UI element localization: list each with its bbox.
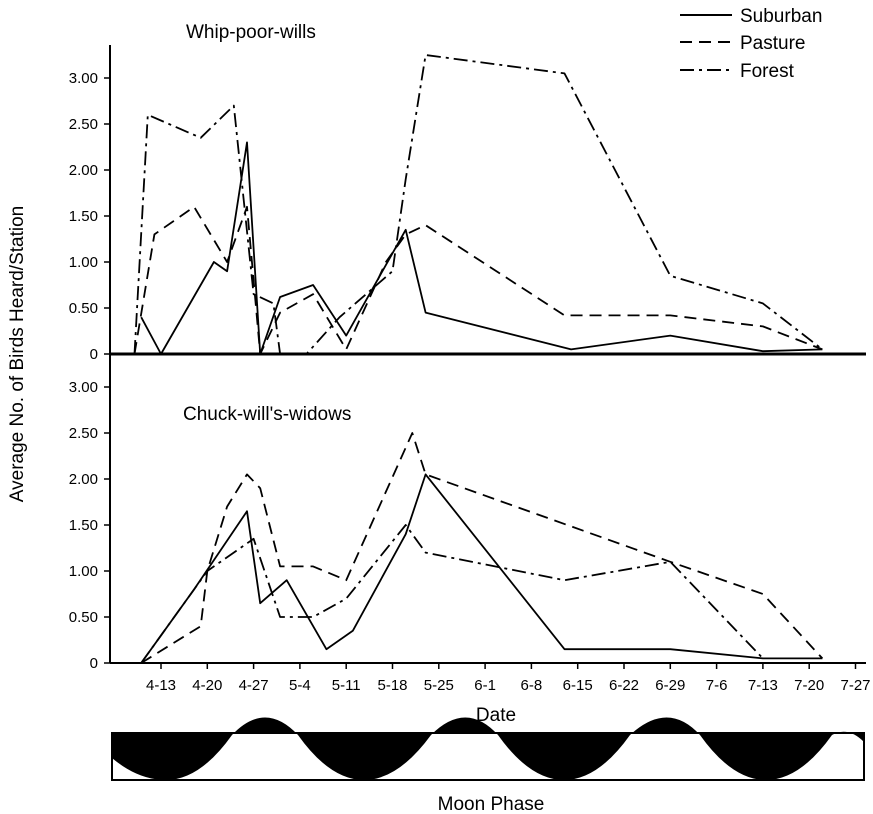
x-tick-label: 6-29 <box>655 677 685 694</box>
y-tick-label: 2.50 <box>69 425 98 442</box>
x-tick-label: 4-13 <box>146 677 176 694</box>
x-tick-label: 5-11 <box>332 677 361 694</box>
moon-phase-frame <box>111 732 865 781</box>
moon-phase-label: Moon Phase <box>438 794 545 814</box>
x-tick-label: 6-8 <box>521 677 543 694</box>
x-tick-label: 5-4 <box>289 677 311 694</box>
x-axis-title: Date <box>476 705 516 726</box>
series-top-panel <box>133 54 823 355</box>
series-line-suburban-top <box>140 141 823 355</box>
axes <box>109 45 866 664</box>
x-tick-label: 7-27 <box>840 677 870 694</box>
y-tick-label: 0 <box>90 346 98 363</box>
y-tick-label: 3.00 <box>69 70 98 87</box>
series-line-pasture-bottom <box>140 432 824 664</box>
moon-phase-shape <box>112 717 864 780</box>
y-tick-label: 1.00 <box>69 254 98 271</box>
moon-phase-strip <box>111 717 865 781</box>
x-tick-label: 5-18 <box>377 677 407 694</box>
y-axis-title: Average No. of Birds Heard/Station <box>7 206 28 502</box>
y-tick-label: 0.50 <box>69 609 98 626</box>
y-ticks-bottom: 0 0.50 1.00 1.50 2.00 2.50 3.00 <box>69 379 110 672</box>
x-tick-label: 7-20 <box>794 677 824 694</box>
series-bottom-panel <box>140 432 824 664</box>
legend-label-forest: Forest <box>740 61 795 82</box>
x-tick-label: 5-25 <box>424 677 454 694</box>
legend: Suburban Pasture Forest <box>680 6 822 82</box>
x-ticks: 4-13 4-20 4-27 5-4 5-11 5-18 5-25 6-1 6-8 6-15 6-2… <box>146 663 871 694</box>
y-tick-label: 2.50 <box>69 116 98 133</box>
series-line-suburban-bottom <box>140 473 823 664</box>
x-tick-label: 6-22 <box>609 677 639 694</box>
y-tick-label: 2.00 <box>69 471 98 488</box>
x-tick-label: 4-27 <box>239 677 269 694</box>
series-line-forest-bottom <box>140 524 764 664</box>
series-line-forest-top <box>133 54 823 355</box>
y-tick-label: 1.50 <box>69 208 98 225</box>
y-ticks-top: 0 0.50 1.00 1.50 2.00 2.50 3.00 <box>69 70 110 363</box>
y-tick-label: 0.50 <box>69 300 98 317</box>
x-tick-label: 6-1 <box>474 677 496 694</box>
y-tick-label: 1.00 <box>69 563 98 580</box>
series-line-pasture-top <box>133 205 823 355</box>
panel-title-bottom: Chuck-will's-widows <box>183 404 351 425</box>
panel-title-top: Whip-poor-wills <box>186 22 316 43</box>
y-tick-label: 2.00 <box>69 162 98 179</box>
y-tick-label: 3.00 <box>69 379 98 396</box>
y-tick-label: 0 <box>90 655 98 672</box>
x-tick-label: 6-15 <box>563 677 593 694</box>
x-tick-label: 7-6 <box>706 677 728 694</box>
x-tick-label: 4-20 <box>192 677 222 694</box>
legend-label-suburban: Suburban <box>740 6 822 27</box>
legend-label-pasture: Pasture <box>740 33 805 54</box>
y-tick-label: 1.50 <box>69 517 98 534</box>
x-tick-label: 7-13 <box>748 677 778 694</box>
